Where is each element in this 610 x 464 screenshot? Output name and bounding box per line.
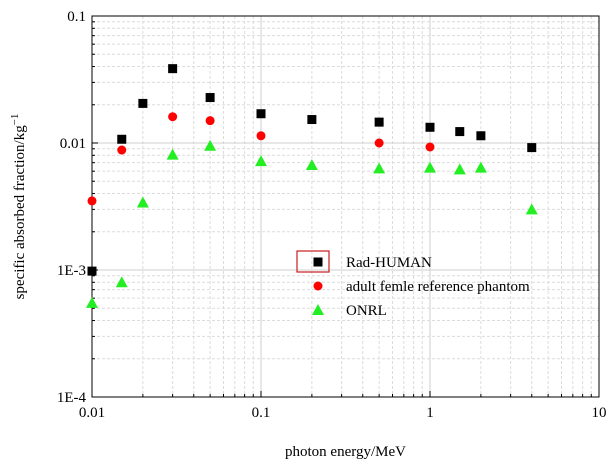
grid-lines	[91, 16, 599, 398]
y-tick-label: 0.01	[60, 136, 86, 152]
legend-marker	[312, 304, 324, 315]
data-point	[425, 122, 435, 132]
data-point	[256, 109, 266, 119]
y-axis-label-superscript: −1	[9, 114, 21, 126]
legend-highlight-box	[296, 250, 330, 273]
x-tick-labels: 0.01 0.1 1 10	[79, 405, 607, 421]
data-point	[525, 203, 538, 215]
x-tick-label: 0.01	[79, 405, 105, 421]
data-point	[255, 155, 267, 167]
data-point	[204, 139, 217, 151]
data-point	[256, 131, 266, 141]
data-point	[117, 145, 127, 155]
data-point	[374, 117, 384, 127]
data-point	[136, 196, 149, 208]
data-point	[373, 162, 386, 174]
x-tick-label: 0.1	[252, 405, 271, 421]
y-tick-label: 1E-4	[57, 390, 87, 406]
data-point	[307, 115, 317, 125]
data-point	[168, 64, 178, 74]
legend-item-onrl: ONRL	[312, 303, 387, 319]
data-point	[424, 161, 436, 173]
y-tick-labels: 1E-4 1E-3 0.01 0.1	[57, 9, 87, 406]
legend-label: Rad-HUMAN	[346, 255, 432, 271]
legend: Rad-HUMAN adult femle reference phantom ON…	[296, 250, 530, 319]
data-point	[453, 163, 466, 175]
data-point	[115, 276, 128, 288]
y-tick-label: 1E-3	[57, 263, 86, 279]
data-point	[168, 112, 178, 122]
data-point	[86, 297, 98, 308]
legend-item-rad-human: Rad-HUMAN	[313, 255, 432, 271]
data-point	[138, 98, 148, 108]
legend-label: adult femle reference phantom	[346, 279, 530, 295]
data-point	[425, 142, 435, 152]
legend-marker	[313, 257, 323, 267]
data-point	[527, 143, 537, 153]
legend-marker	[313, 281, 323, 291]
series-onrl	[86, 139, 538, 308]
data-point	[205, 116, 215, 126]
data-points	[86, 64, 538, 308]
y-axis-label-text: specific absorbed fraction/kg	[12, 125, 28, 300]
data-point	[455, 127, 465, 137]
data-point	[117, 134, 127, 144]
data-point	[474, 161, 487, 173]
x-tick-label: 10	[592, 405, 607, 421]
x-axis-label: photon energy/MeV	[285, 444, 406, 460]
series-adult-femle-reference-phantom	[87, 112, 435, 206]
x-tick-label: 1	[426, 405, 434, 421]
y-axis-label: specific absorbed fraction/kg−1	[9, 114, 28, 300]
data-point	[87, 196, 97, 206]
legend-item-adult-femle-reference-phantom: adult femle reference phantom	[313, 279, 530, 295]
y-tick-label: 0.1	[67, 9, 86, 25]
data-point	[374, 138, 384, 148]
data-point	[87, 266, 97, 276]
plot-area-frame	[91, 15, 600, 398]
data-point	[166, 148, 179, 160]
data-point	[205, 93, 215, 103]
data-point	[305, 159, 318, 171]
series-rad-human	[87, 64, 537, 276]
legend-label: ONRL	[346, 303, 387, 319]
data-point	[476, 131, 486, 141]
axis-ticks	[91, 15, 600, 398]
